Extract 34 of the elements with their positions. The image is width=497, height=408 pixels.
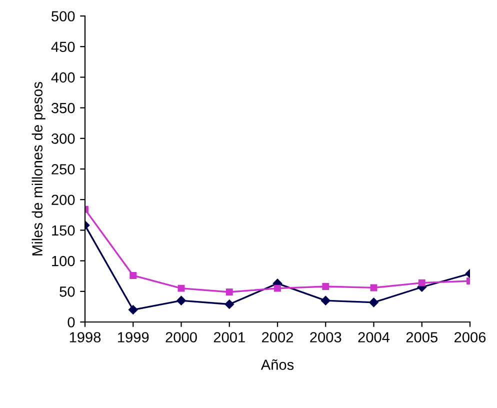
x-tick-label: 2005 — [406, 332, 438, 342]
y-tick-label: 100 — [52, 256, 75, 266]
y-tick-label: 50 — [60, 286, 75, 297]
x-tick-label: 1999 — [118, 332, 149, 342]
y-tick-label: 450 — [51, 42, 75, 52]
y-axis-title: Miles de millones de pesos — [32, 82, 46, 256]
point — [321, 296, 330, 306]
point — [369, 298, 378, 308]
point — [322, 283, 330, 290]
point — [176, 296, 186, 306]
x-tick-label: 2002 — [262, 332, 293, 342]
point — [128, 305, 138, 314]
y-tick-label: 300 — [52, 134, 75, 144]
y-tick-label: 250 — [52, 164, 75, 174]
y-tick-label: 200 — [52, 194, 75, 206]
y-tick-label: 500 — [52, 11, 75, 22]
x-tick-label: 1998 — [70, 332, 101, 342]
x-axis-title: Años — [260, 359, 294, 370]
x-tick-label: 2004 — [358, 332, 390, 342]
x-tick-label: 2003 — [310, 332, 342, 342]
point — [130, 272, 137, 279]
y-tick-label: 400 — [51, 72, 75, 83]
y-tick-label: 0 — [68, 317, 75, 328]
point — [370, 284, 378, 292]
point — [274, 284, 281, 292]
x-tick-label: 2001 — [214, 332, 245, 342]
y-tick-label: 350 — [52, 102, 75, 114]
point — [178, 284, 185, 292]
x-tick-label: 2000 — [166, 332, 197, 342]
x-tick-label: 2006 — [454, 332, 486, 342]
point — [226, 288, 233, 296]
point — [418, 279, 426, 286]
point — [224, 300, 234, 309]
y-tick-label: 150 — [52, 225, 75, 236]
